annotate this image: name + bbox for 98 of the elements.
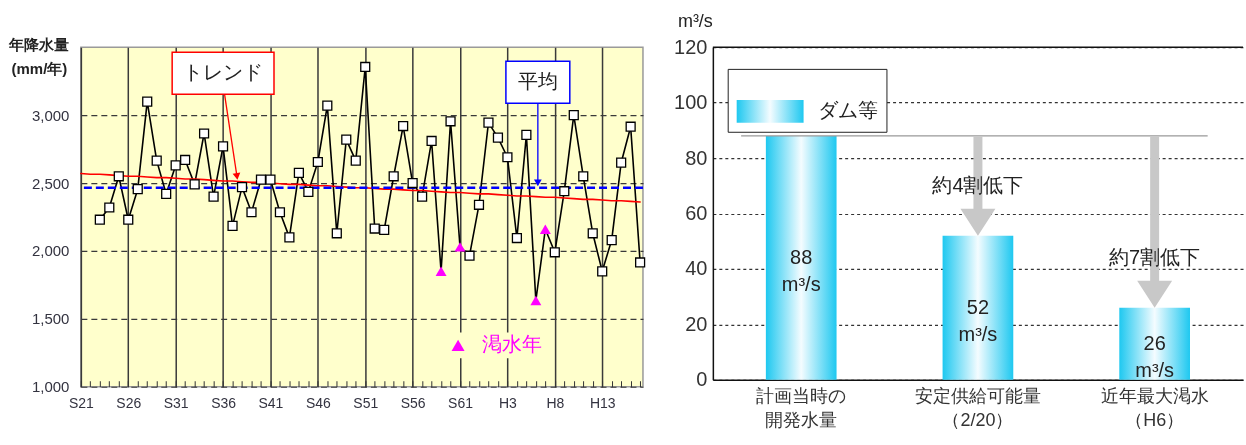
y-axis-title: 年降水量 (mm/年) [8,35,70,77]
y-tick-label: 2,000 [31,242,70,260]
line-series [80,172,641,203]
point [246,207,257,218]
point [161,188,172,200]
y-tick-label: 100 [674,91,708,114]
point [104,202,115,213]
point [236,182,248,193]
point [597,266,608,277]
point [473,199,485,210]
y-tick-label: 1,500 [31,310,70,328]
data-label: 52 m³/s [958,295,998,345]
x-tick-label: S36 [211,395,237,412]
x-tick-label: S41 [258,395,284,412]
y-tick-label: 120 [674,35,708,58]
data-label: 88 m³/s [781,245,821,295]
point [274,207,286,218]
y-tick-label: 0 [696,368,708,391]
point [360,61,371,73]
point [341,134,352,145]
ref-line-label: 平均 [517,70,558,93]
y-tick-label: 1,000 [31,378,70,396]
point [407,177,418,189]
point [198,128,210,139]
point [502,152,513,163]
y-tick-label: 2,500 [31,174,70,192]
point [606,234,617,246]
legend-label: ダム等 [817,99,878,122]
point [435,266,447,277]
annotation: 約4割低下 [932,173,1024,196]
point [180,154,191,166]
x-tick-label: H13 [589,395,616,412]
annotation: 約7割低下 [1109,245,1201,268]
point [511,232,523,244]
point [445,116,456,127]
y-tick-label: 80 [685,146,708,169]
legend-label: 渇水年 [482,333,543,356]
x-tick-label: 近年最大渇水（H6） [1100,386,1209,431]
point [398,120,409,132]
point [189,179,200,190]
point [549,247,560,258]
point [530,295,542,306]
y-axis-title: m³/s [677,10,713,31]
point [464,250,475,261]
x-tick-label: S46 [305,395,331,412]
point [303,186,314,197]
text: トレンド [183,61,264,84]
point [587,228,598,239]
point [312,156,323,168]
point [426,135,437,147]
point [322,100,333,111]
x-tick-label: S61 [448,395,474,412]
point [559,186,570,197]
point [578,171,589,182]
point [331,228,342,239]
point [616,157,627,168]
bar [1119,307,1190,380]
point [369,223,380,234]
point [208,191,219,202]
y-tick-label: 3,000 [31,106,70,124]
point [94,214,105,225]
bar [942,235,1014,380]
x-tick-label: S26 [116,395,142,412]
y-tick-label: 40 [685,257,708,280]
point [265,174,276,185]
point [539,224,551,234]
point [492,132,504,143]
x-tick-label: H8 [546,395,565,412]
data-label: 26 m³/s [1135,331,1175,381]
point [379,224,390,236]
point [284,232,295,243]
point [483,117,494,128]
point [625,121,636,132]
x-tick-label: 計画当時の開発水量 [756,386,847,431]
y-tick-label: 20 [685,312,708,335]
x-tick-label: S21 [68,395,95,412]
point [123,214,134,225]
x-tick-label: S51 [353,395,379,412]
point [350,155,361,166]
y-tick-label: 60 [685,201,708,224]
point [170,160,181,171]
point [293,167,304,178]
x-tick-label: 安定供給可能量（2/20） [914,386,1041,431]
point [142,96,153,107]
point [113,171,124,182]
point [635,257,646,268]
point [217,141,229,152]
point [568,110,579,121]
x-tick-label: S31 [163,395,189,412]
x-tick-label: S56 [400,395,426,412]
point [454,242,466,252]
x-tick-label: H3 [498,395,518,412]
point [388,171,399,182]
point [521,129,532,140]
point [227,220,238,231]
point [417,191,428,202]
point [151,155,162,166]
point [132,184,143,195]
